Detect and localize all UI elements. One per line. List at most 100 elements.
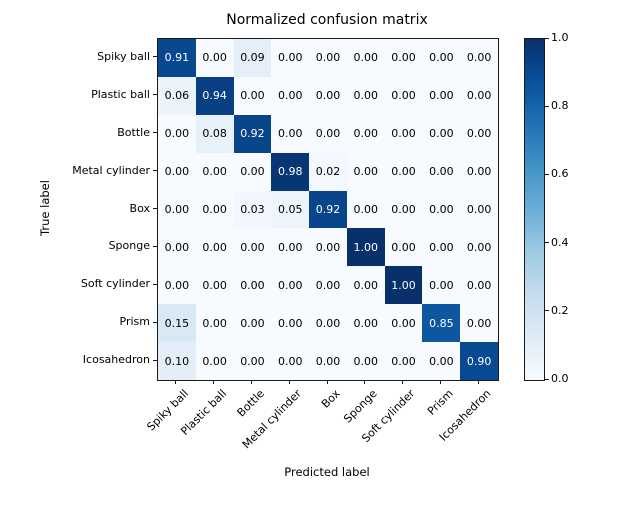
matrix-cell: 0.00 xyxy=(460,114,498,153)
matrix-cell: 0.02 xyxy=(309,152,347,191)
matrix-cell: 0.00 xyxy=(233,152,272,191)
x-tick-mark xyxy=(364,380,366,384)
matrix-cell: 0.00 xyxy=(460,266,498,305)
y-tick-label: Prism xyxy=(119,315,150,329)
colorbar-tick-label: 0.0 xyxy=(551,372,569,385)
matrix-cell: 0.92 xyxy=(309,190,347,229)
matrix-cell: 0.08 xyxy=(195,114,234,153)
matrix-cell: 0.00 xyxy=(309,114,347,153)
y-tick-label: Bottle xyxy=(117,125,150,139)
matrix-cell: 0.00 xyxy=(195,39,234,77)
matrix-cell: 0.00 xyxy=(271,304,310,343)
y-tick-label: Metal cylinder xyxy=(72,163,150,177)
x-tick-mark xyxy=(402,380,404,384)
matrix-cell: 0.00 xyxy=(384,39,423,77)
matrix-cell: 0.00 xyxy=(195,190,234,229)
matrix-cell: 0.00 xyxy=(195,152,234,191)
matrix-cell: 0.00 xyxy=(233,266,272,305)
x-tick-label: Box xyxy=(318,387,343,411)
colorbar-tick-label: 0.8 xyxy=(551,99,569,113)
y-tick-mark xyxy=(153,283,157,285)
x-axis-label: Predicted label xyxy=(284,465,370,479)
y-tick-label: Soft cylinder xyxy=(80,277,150,291)
axes-frame: 0.91 0.00 0.09 0.00 0.00 0.00 0.00 0.00 0.00 0.06… xyxy=(157,38,499,381)
matrix-cell: 0.00 xyxy=(460,152,498,191)
colorbar-tick-label: 0.6 xyxy=(551,167,569,181)
matrix-cell: 0.00 xyxy=(195,304,234,343)
matrix-cell: 0.00 xyxy=(346,76,385,115)
matrix-cell: 0.00 xyxy=(460,39,498,77)
matrix-cell: 0.00 xyxy=(346,39,385,77)
matrix-cell: 0.00 xyxy=(271,39,310,77)
matrix-cell: 1.00 xyxy=(346,228,385,267)
colorbar-tick-mark xyxy=(545,173,549,175)
matrix-cell: 0.91 xyxy=(158,39,196,77)
matrix-cell: 0.00 xyxy=(309,342,347,380)
matrix-cell: 0.00 xyxy=(271,114,310,153)
y-tick-mark xyxy=(153,56,157,58)
matrix-cell: 0.00 xyxy=(309,304,347,343)
matrix-cell: 0.94 xyxy=(195,76,234,115)
x-tick-label: Bottle xyxy=(234,387,267,420)
colorbar-tick-label: 1.0 xyxy=(551,31,569,44)
matrix-cell: 0.98 xyxy=(271,152,310,191)
x-tick-mark xyxy=(288,380,290,384)
matrix-cell: 0.00 xyxy=(422,152,461,191)
matrix-cell: 0.09 xyxy=(233,39,272,77)
x-tick-mark xyxy=(439,380,441,384)
matrix-cell: 0.05 xyxy=(271,190,310,229)
matrix-cell: 0.00 xyxy=(422,114,461,153)
matrix-cell: 0.15 xyxy=(158,304,196,343)
matrix-cell: 0.00 xyxy=(384,304,423,343)
colorbar-tick-label: 0.2 xyxy=(551,303,569,317)
matrix-cell: 0.00 xyxy=(384,228,423,267)
matrix-cell: 0.00 xyxy=(460,190,498,229)
matrix-cell: 0.00 xyxy=(346,152,385,191)
matrix-cell: 0.00 xyxy=(309,76,347,115)
matrix-cell: 0.00 xyxy=(346,304,385,343)
x-tick-mark xyxy=(175,380,177,384)
matrix-cell: 0.00 xyxy=(271,76,310,115)
matrix-cell: 0.10 xyxy=(158,342,196,380)
matrix-cell: 0.85 xyxy=(422,304,461,343)
chart-title: Normalized confusion matrix xyxy=(226,12,428,28)
matrix-cell: 0.00 xyxy=(422,190,461,229)
matrix-cell: 0.00 xyxy=(384,114,423,153)
heatmap-grid: 0.91 0.00 0.09 0.00 0.00 0.00 0.00 0.00 0.00 0.06… xyxy=(158,39,498,380)
colorbar-tick-mark xyxy=(545,37,549,39)
matrix-cell: 0.00 xyxy=(309,39,347,77)
y-tick-label: Icosahedron xyxy=(82,353,150,367)
matrix-cell: 0.00 xyxy=(233,304,272,343)
matrix-cell: 0.00 xyxy=(158,228,196,267)
matrix-cell: 0.00 xyxy=(233,228,272,267)
matrix-cell: 0.00 xyxy=(346,190,385,229)
y-tick-mark xyxy=(153,94,157,96)
x-tick-mark xyxy=(213,380,215,384)
matrix-cell: 0.90 xyxy=(460,342,498,380)
matrix-cell: 0.00 xyxy=(460,228,498,267)
x-tick-label: Prism xyxy=(424,387,456,418)
matrix-cell: 0.00 xyxy=(158,190,196,229)
matrix-cell: 0.00 xyxy=(422,266,461,305)
matrix-cell: 0.00 xyxy=(271,342,310,380)
matrix-cell: 0.00 xyxy=(233,342,272,380)
matrix-cell: 0.00 xyxy=(346,114,385,153)
y-tick-mark xyxy=(153,245,157,247)
matrix-cell: 0.00 xyxy=(309,228,347,267)
matrix-cell: 0.00 xyxy=(384,190,423,229)
matrix-cell: 0.00 xyxy=(384,76,423,115)
matrix-cell: 0.00 xyxy=(346,342,385,380)
y-tick-mark xyxy=(153,132,157,134)
matrix-cell: 0.00 xyxy=(158,266,196,305)
colorbar-tick-mark xyxy=(545,310,549,312)
matrix-cell: 0.00 xyxy=(422,39,461,77)
y-tick-label: Box xyxy=(129,201,150,215)
matrix-cell: 0.00 xyxy=(271,228,310,267)
y-tick-mark xyxy=(153,321,157,323)
colorbar-tick-mark xyxy=(545,105,549,107)
colorbar-tick-mark xyxy=(545,378,549,380)
y-tick-mark xyxy=(153,359,157,361)
x-tick-mark xyxy=(250,380,252,384)
matrix-cell: 0.00 xyxy=(422,228,461,267)
